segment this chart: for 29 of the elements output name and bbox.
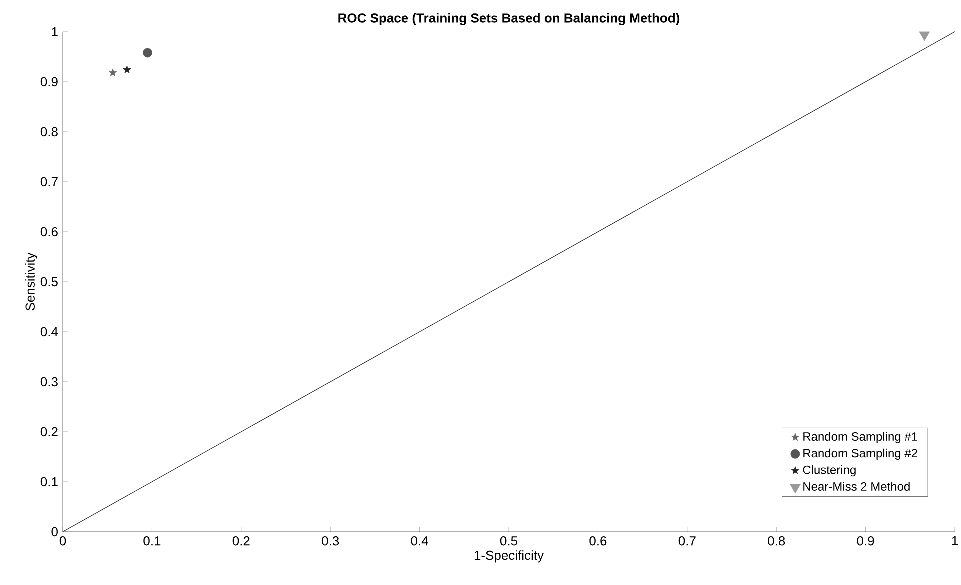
x-tick-label: 0.4: [411, 536, 428, 546]
y-tick-label: 0.9: [40, 77, 58, 87]
x-tick-label: 0.2: [232, 536, 250, 546]
y-tick-label: 0.2: [40, 427, 58, 437]
x-tick-label: 0: [60, 536, 66, 546]
y-tick-label: 0: [52, 527, 58, 537]
x-tick-label: 0.5: [500, 536, 518, 546]
legend-label: Random Sampling #2: [804, 448, 918, 460]
legend-label: Clustering: [803, 466, 856, 477]
chart-title: ROC Space (Training Sets Based on Balancing Method): [338, 13, 680, 26]
legend-label: Near-Miss 2 Method: [804, 482, 910, 491]
x-axis-title: 1-Specificity: [474, 550, 544, 563]
x-tick-label: 0.1: [144, 536, 161, 546]
y-tick-label: 0.8: [40, 127, 58, 137]
x-tick-label: 0.8: [768, 536, 786, 546]
y-tick-label: 0.5: [40, 277, 58, 287]
y-tick-label: 0.1: [40, 477, 58, 487]
y-tick-label: 1: [52, 28, 58, 36]
x-tick-label: 0.3: [322, 536, 340, 546]
x-tick-label: 0.7: [678, 536, 696, 546]
y-axis-title: Sensitivity: [25, 252, 38, 311]
y-tick-label: 0.6: [40, 227, 58, 237]
x-tick-label: 1: [952, 536, 958, 546]
y-tick-label: 0.7: [40, 177, 58, 187]
legend-label: Random Sampling #1: [804, 432, 918, 444]
y-tick-label: 0.3: [40, 377, 58, 387]
x-tick-label: 0.9: [857, 536, 874, 546]
y-tick-label: 0.4: [40, 327, 58, 337]
x-tick-label: 0.6: [590, 536, 607, 546]
